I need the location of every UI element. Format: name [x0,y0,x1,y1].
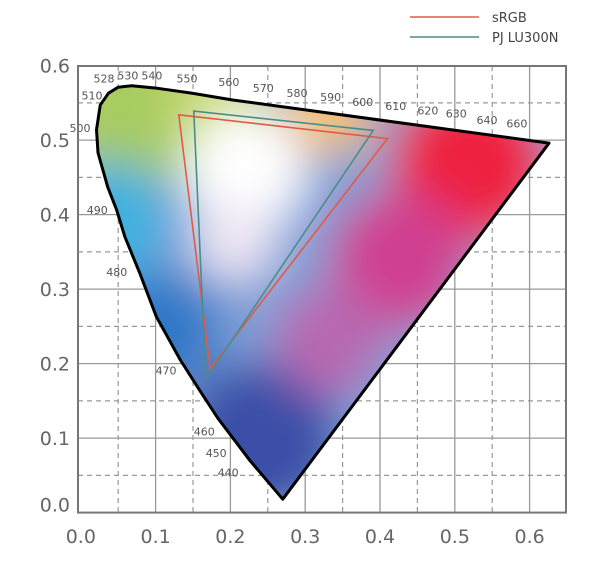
wavelength-label: 560 [218,76,239,89]
wavelength-label: 570 [253,82,274,95]
legend-label: PJ LU300N [492,31,558,46]
y-tick-label: 0.4 [40,205,70,227]
x-tick-label: 0.0 [66,526,96,548]
wavelength-label: 500 [70,122,91,135]
wavelength-label: 660 [506,118,527,131]
gamut-color-fill [96,85,550,500]
x-tick-label: 0.1 [140,526,170,548]
x-tick-label: 0.2 [215,526,245,548]
wavelength-label: 440 [218,466,239,479]
wavelength-label: 600 [352,96,373,109]
y-tick-label: 0.1 [40,428,70,450]
x-tick-label: 0.6 [514,526,544,548]
x-tick-label: 0.4 [365,526,395,548]
wavelength-label: 540 [141,69,162,82]
y-tick-label: 0.5 [40,130,70,152]
y-tick-label: 0.3 [40,279,70,301]
y-tick-label: 0.2 [40,354,70,376]
wavelength-label: 490 [87,204,108,217]
wavelength-label: 590 [320,91,341,104]
legend: sRGB PJ LU300N [410,11,558,46]
wavelength-label: 530 [117,69,138,82]
y-tick-label: 0.0 [40,495,70,517]
spectral-locus [95,84,551,501]
gamut-triangle-pj-lu300n [192,110,375,382]
wavelength-label: 480 [106,266,127,279]
plot-frame [77,65,567,514]
y-tick-label: 0.6 [40,56,70,78]
legend-label: sRGB [492,11,527,26]
wavelength-label: 580 [286,87,307,100]
wavelength-label: 450 [206,447,227,460]
wavelength-label: 510 [82,89,103,102]
x-tick-label: 0.5 [440,526,470,548]
x-tick-label: 0.3 [290,526,320,548]
wavelength-label: 470 [156,364,177,377]
wavelength-label: 528 [93,72,114,85]
wavelength-label: 640 [476,114,497,127]
wavelength-label: 550 [177,72,198,85]
gamut-triangle-srgb [177,113,389,371]
wavelength-label: 460 [194,425,215,438]
wavelength-label: 620 [417,104,438,117]
wavelength-label: 630 [446,107,467,120]
wavelength-label: 610 [385,100,406,113]
